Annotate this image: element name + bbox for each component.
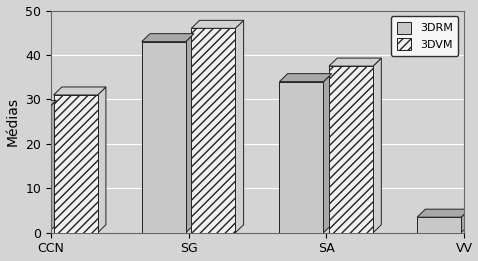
Legend: 3DRM, 3DVM: 3DRM, 3DVM bbox=[391, 16, 458, 56]
Polygon shape bbox=[461, 209, 469, 233]
Polygon shape bbox=[141, 34, 194, 42]
FancyBboxPatch shape bbox=[280, 82, 324, 233]
Polygon shape bbox=[4, 100, 56, 108]
FancyBboxPatch shape bbox=[467, 201, 478, 233]
FancyBboxPatch shape bbox=[329, 66, 373, 233]
FancyBboxPatch shape bbox=[417, 217, 461, 233]
Polygon shape bbox=[186, 34, 194, 233]
FancyBboxPatch shape bbox=[191, 28, 235, 233]
Polygon shape bbox=[329, 58, 381, 66]
Polygon shape bbox=[235, 20, 244, 233]
Polygon shape bbox=[48, 100, 56, 233]
Polygon shape bbox=[324, 74, 332, 233]
Polygon shape bbox=[417, 209, 469, 217]
Polygon shape bbox=[280, 74, 332, 82]
FancyBboxPatch shape bbox=[54, 95, 98, 233]
Polygon shape bbox=[98, 87, 106, 233]
Polygon shape bbox=[54, 87, 106, 95]
Polygon shape bbox=[373, 58, 381, 233]
Polygon shape bbox=[467, 194, 478, 201]
Y-axis label: Médias: Médias bbox=[6, 97, 20, 146]
FancyBboxPatch shape bbox=[141, 42, 186, 233]
FancyBboxPatch shape bbox=[4, 108, 48, 233]
Polygon shape bbox=[191, 20, 244, 28]
